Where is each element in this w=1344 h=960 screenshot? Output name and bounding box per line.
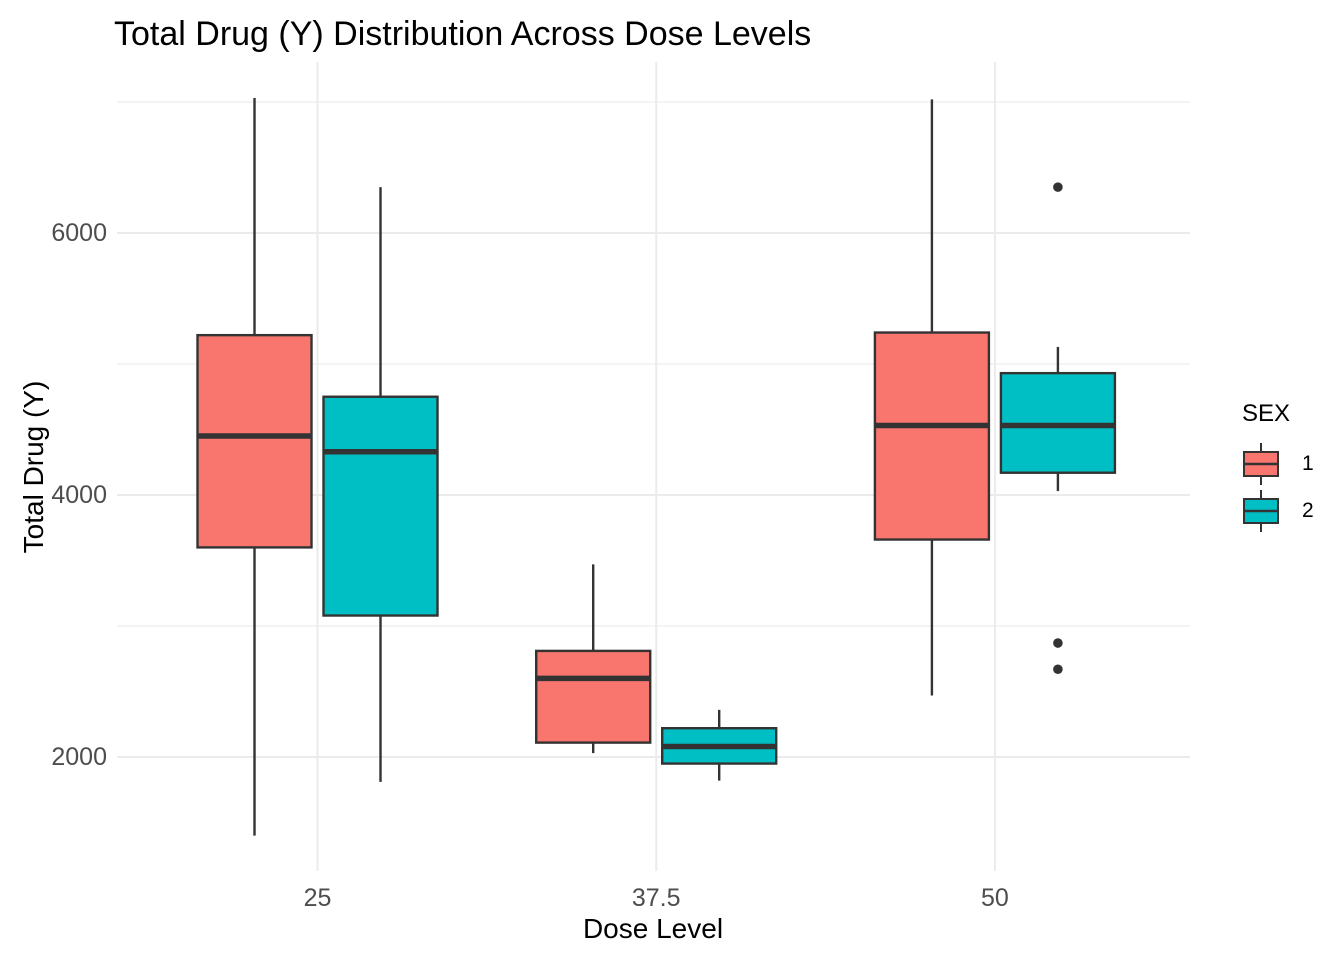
x-tick-label: 37.5: [632, 884, 681, 912]
legend-key-boxplot-glyph: [1243, 490, 1279, 532]
y-tick-label: 2000: [51, 743, 107, 771]
legend-key-boxplot-glyph: [1243, 443, 1279, 485]
outlier-point: [1053, 638, 1063, 648]
outlier-point: [1053, 182, 1063, 192]
legend-entry: 1: [1242, 442, 1314, 486]
box-dose25-sex2: [322, 395, 439, 617]
legend-title: SEX: [1242, 400, 1291, 427]
y-tick-label: 4000: [51, 481, 107, 509]
legend-entry-label: 2: [1302, 499, 1314, 522]
chart-title: Total Drug (Y) Distribution Across Dose …: [114, 15, 812, 53]
outlier-point: [1053, 664, 1063, 675]
legend-entry: 2: [1242, 489, 1314, 533]
x-tick-label: 25: [304, 884, 332, 912]
box-dose37.5-sex1: [535, 649, 652, 744]
box-dose25-sex1: [196, 333, 313, 549]
x-tick-label: 50: [981, 884, 1009, 912]
y-tick-label: 6000: [51, 219, 107, 247]
x-axis-title: Dose Level: [582, 913, 724, 944]
y-axis-title: Total Drug (Y): [18, 380, 49, 554]
box-dose50-sex1: [873, 331, 991, 541]
legend-entry-label: 1: [1302, 452, 1314, 475]
